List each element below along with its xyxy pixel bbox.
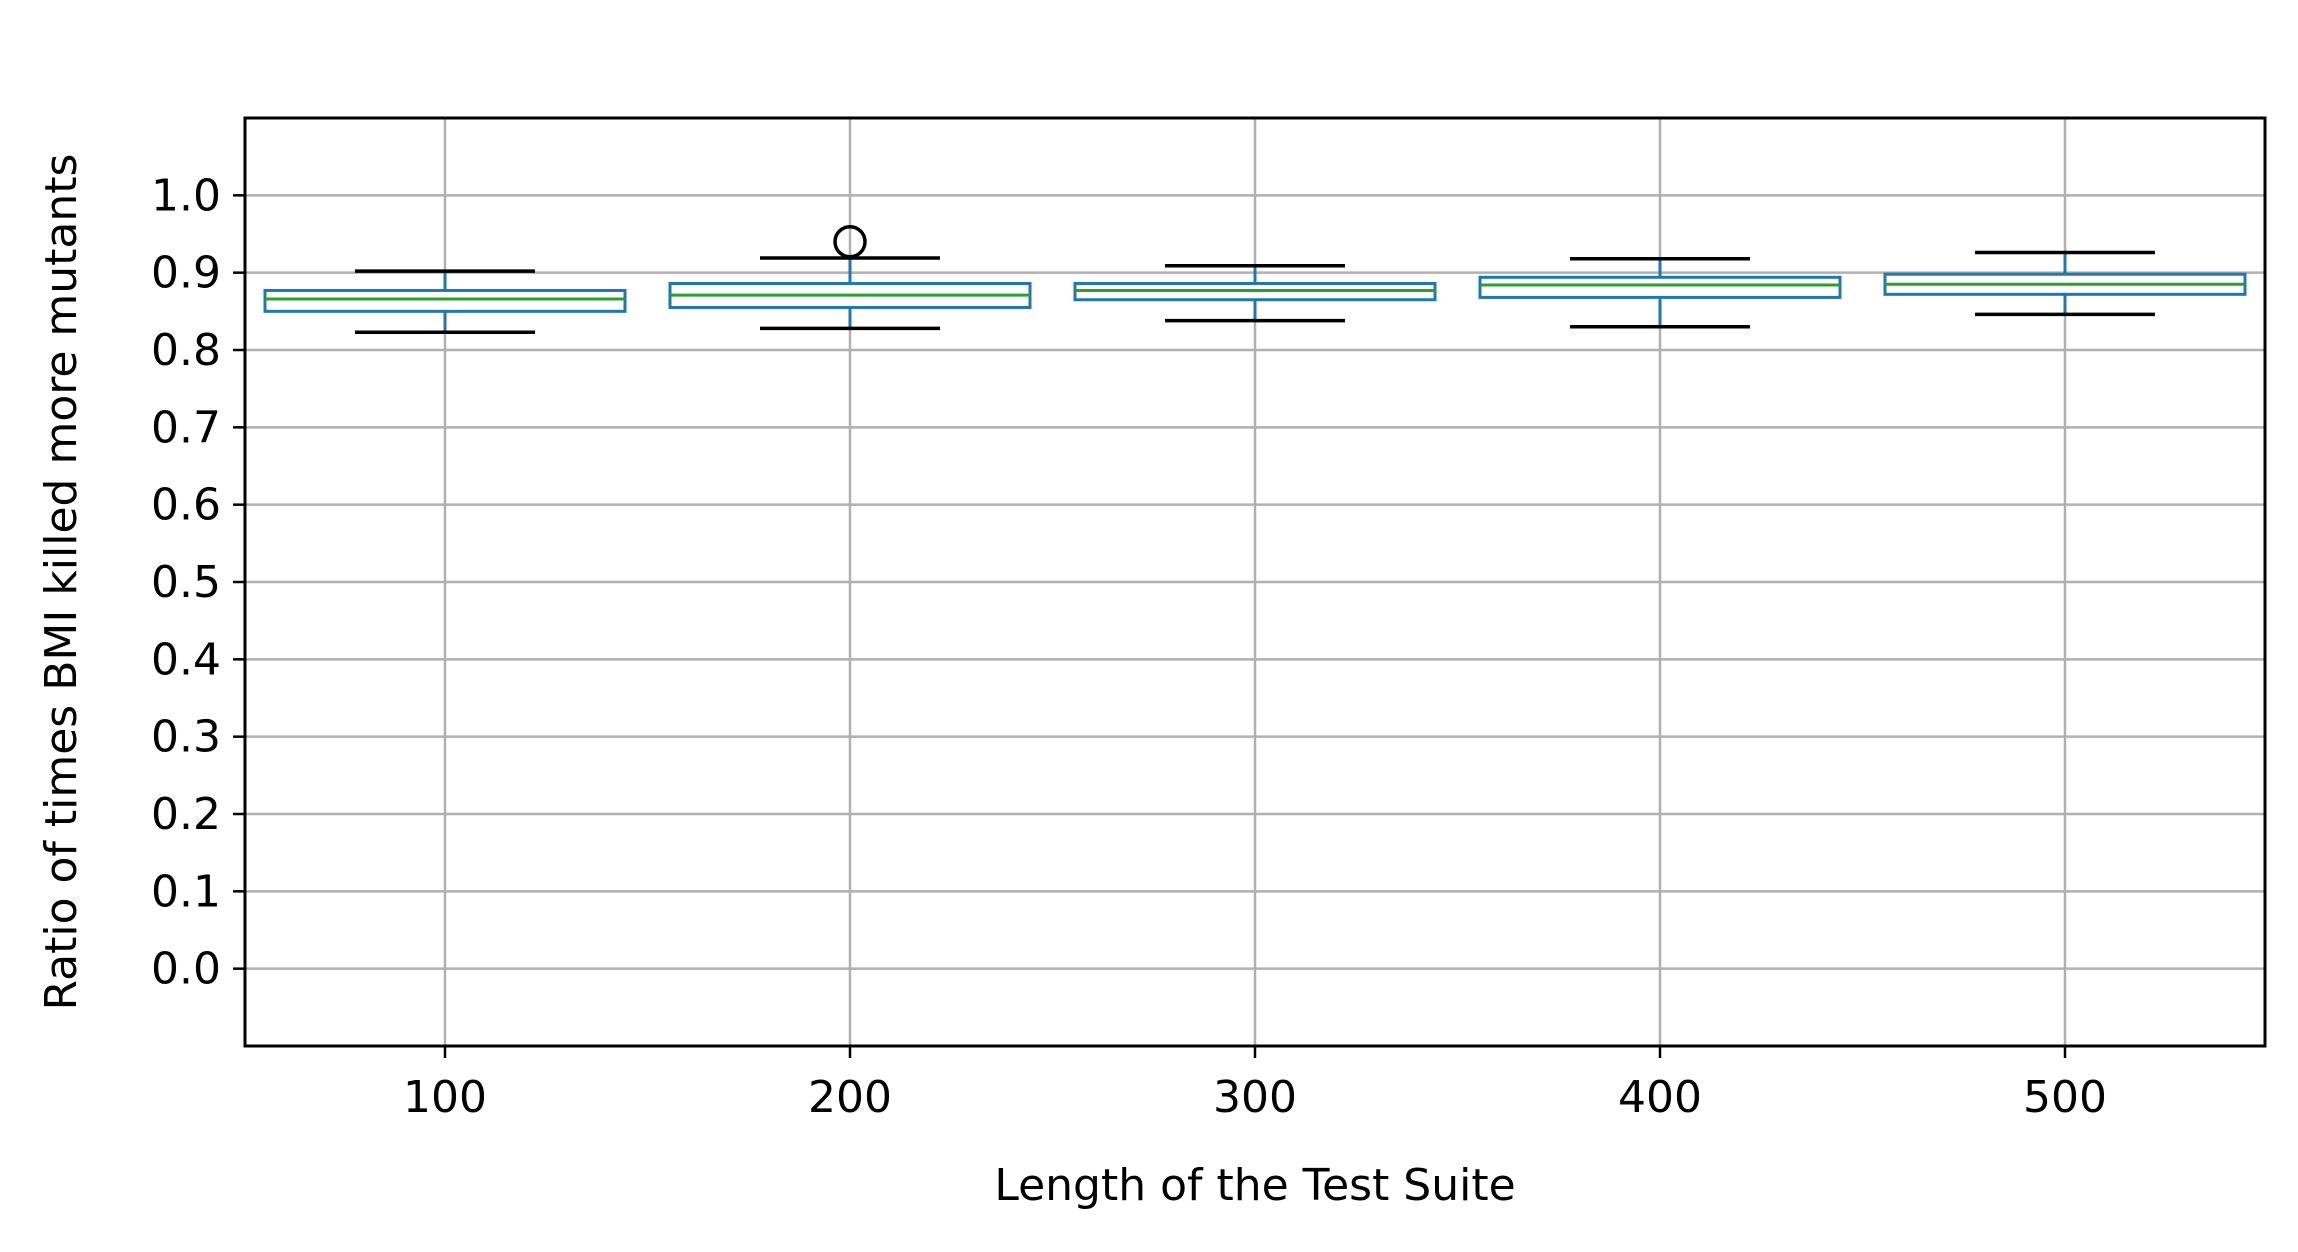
iqr-box: [263, 288, 627, 313]
y-tick-label: 0.7: [151, 402, 221, 453]
outlier-point: [833, 224, 867, 259]
y-tick-label: 0.1: [151, 866, 221, 917]
x-tick-label: 400: [1618, 1072, 1702, 1123]
box-group-100: [263, 269, 627, 334]
x-tick-label: 200: [808, 1072, 892, 1123]
box-group-200: [668, 224, 1032, 331]
x-axis-label: Length of the Test Suite: [994, 1160, 1515, 1211]
y-tick-label: 0.5: [151, 557, 221, 608]
box-series: [263, 224, 2247, 334]
y-tick-label: 0.6: [151, 480, 221, 531]
box-group-500: [1883, 250, 2247, 317]
y-tick-label: 0.8: [151, 325, 221, 376]
axis-ticks: 0.0 0.1 0.2 0.3 0.4 0.5 0.6 0.7 0.8 0.9 1.0 100 200 3…: [151, 170, 2107, 1123]
y-tick-label: 0.3: [151, 712, 221, 763]
y-tick-label: 1.0: [151, 170, 221, 221]
y-tick-label: 0.0: [151, 944, 221, 995]
x-tick-label: 500: [2023, 1072, 2107, 1123]
y-tick-label: 0.9: [151, 248, 221, 299]
iqr-box: [1478, 275, 1842, 299]
y-tick-label: 0.4: [151, 634, 221, 685]
grid-lines: [245, 118, 2265, 1046]
box-group-400: [1478, 256, 1842, 329]
x-tick-label: 300: [1213, 1072, 1297, 1123]
y-tick-label: 0.2: [151, 789, 221, 840]
y-axis-label: Ratio of times BMI killed more mutants: [36, 154, 87, 1011]
x-tick-label: 100: [403, 1072, 487, 1123]
box-group-300: [1073, 263, 1437, 323]
